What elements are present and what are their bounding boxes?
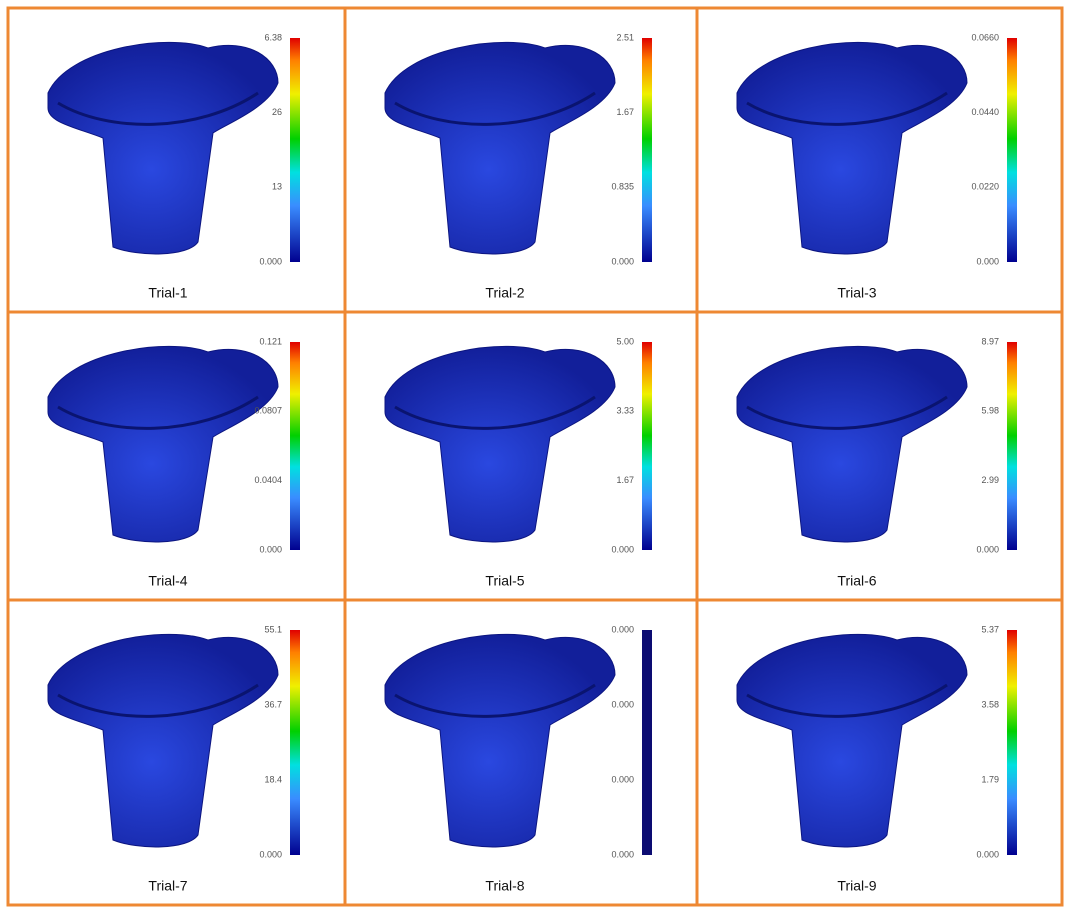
colorbar-label: 0.000 xyxy=(611,544,634,554)
panel: 0.0660 0.0440 0.0220 0.000 Trial-3 xyxy=(697,8,1062,312)
colorbar-label: 0.000 xyxy=(976,544,999,554)
colorbar-label: 2.51 xyxy=(616,32,634,42)
colorbar-label: 0.0660 xyxy=(971,32,999,42)
panel-caption: Trial-5 xyxy=(485,573,524,589)
colorbar-label: 0.000 xyxy=(611,256,634,266)
colorbar-label: 0.000 xyxy=(259,544,282,554)
part-shape xyxy=(737,346,967,542)
colorbar xyxy=(1007,630,1017,855)
panel: 6.38 26 13 0.000 Trial-1 xyxy=(8,8,345,312)
colorbar-label: 0.0440 xyxy=(971,107,999,117)
colorbar-label: 3.33 xyxy=(616,406,634,416)
panel-caption: Trial-7 xyxy=(148,878,187,894)
panel: 0.000 0.000 0.000 0.000 Trial-8 xyxy=(345,600,697,905)
colorbar-label: 8.97 xyxy=(981,336,999,346)
colorbar-label: 5.37 xyxy=(981,624,999,634)
panel-caption: Trial-9 xyxy=(837,878,876,894)
colorbar-label: 36.7 xyxy=(264,699,282,709)
panel-caption: Trial-8 xyxy=(485,878,524,894)
colorbar xyxy=(1007,342,1017,550)
panel-caption: Trial-6 xyxy=(837,573,876,589)
panel: 5.00 3.33 1.67 0.000 Trial-5 xyxy=(345,312,697,600)
colorbar-label: 0.0220 xyxy=(971,182,999,192)
colorbar-label: 0.121 xyxy=(259,336,282,346)
colorbar-label: 0.0807 xyxy=(254,406,282,416)
panel-caption: Trial-2 xyxy=(485,285,524,301)
colorbar-label: 0.000 xyxy=(976,256,999,266)
colorbar xyxy=(642,342,652,550)
part-shape xyxy=(48,634,278,847)
part-shape xyxy=(385,634,615,847)
part-shape xyxy=(737,634,967,847)
colorbar-label: 1.67 xyxy=(616,107,634,117)
colorbar-label: 0.835 xyxy=(611,182,634,192)
colorbar xyxy=(642,38,652,262)
colorbar xyxy=(290,630,300,855)
panel-caption: Trial-4 xyxy=(148,573,187,589)
colorbar-label: 0.000 xyxy=(611,774,634,784)
panel: 0.121 0.0807 0.0404 0.000 Trial-4 xyxy=(8,312,345,600)
part-shape xyxy=(385,346,615,542)
colorbar-label: 55.1 xyxy=(264,624,282,634)
colorbar-label: 0.000 xyxy=(611,624,634,634)
colorbar-label: 26 xyxy=(272,107,282,117)
colorbar-label: 18.4 xyxy=(264,774,282,784)
colorbar-label: 5.98 xyxy=(981,406,999,416)
panel-caption: Trial-1 xyxy=(148,285,187,301)
figure: 6.38 26 13 0.000 Trial-1 2.51 1.67 0.835 0.000 Tr… xyxy=(0,0,1066,911)
part-shape xyxy=(48,42,278,254)
colorbar-label: 0.000 xyxy=(976,849,999,859)
colorbar-label: 3.58 xyxy=(981,699,999,709)
colorbar-label: 1.67 xyxy=(616,475,634,485)
colorbar-label: 0.0404 xyxy=(254,475,282,485)
panel: 55.1 36.7 18.4 0.000 Trial-7 xyxy=(8,600,345,905)
panel-caption: Trial-3 xyxy=(837,285,876,301)
colorbar-label: 13 xyxy=(272,182,282,192)
colorbar-label: 6.38 xyxy=(264,32,282,42)
colorbar-label: 0.000 xyxy=(259,849,282,859)
panel: 8.97 5.98 2.99 0.000 Trial-6 xyxy=(697,312,1062,600)
colorbar-label: 1.79 xyxy=(981,774,999,784)
colorbar-label: 5.00 xyxy=(616,336,634,346)
panel: 5.37 3.58 1.79 0.000 Trial-9 xyxy=(697,600,1062,905)
colorbar xyxy=(290,342,300,550)
part-shape xyxy=(385,42,615,254)
colorbar-label: 2.99 xyxy=(981,475,999,485)
panel: 2.51 1.67 0.835 0.000 Trial-2 xyxy=(345,8,697,312)
colorbar xyxy=(642,630,652,855)
colorbar xyxy=(1007,38,1017,262)
colorbar-label: 0.000 xyxy=(611,699,634,709)
part-shape xyxy=(48,346,278,542)
part-shape xyxy=(737,42,967,254)
colorbar-label: 0.000 xyxy=(259,256,282,266)
colorbar xyxy=(290,38,300,262)
colorbar-label: 0.000 xyxy=(611,849,634,859)
